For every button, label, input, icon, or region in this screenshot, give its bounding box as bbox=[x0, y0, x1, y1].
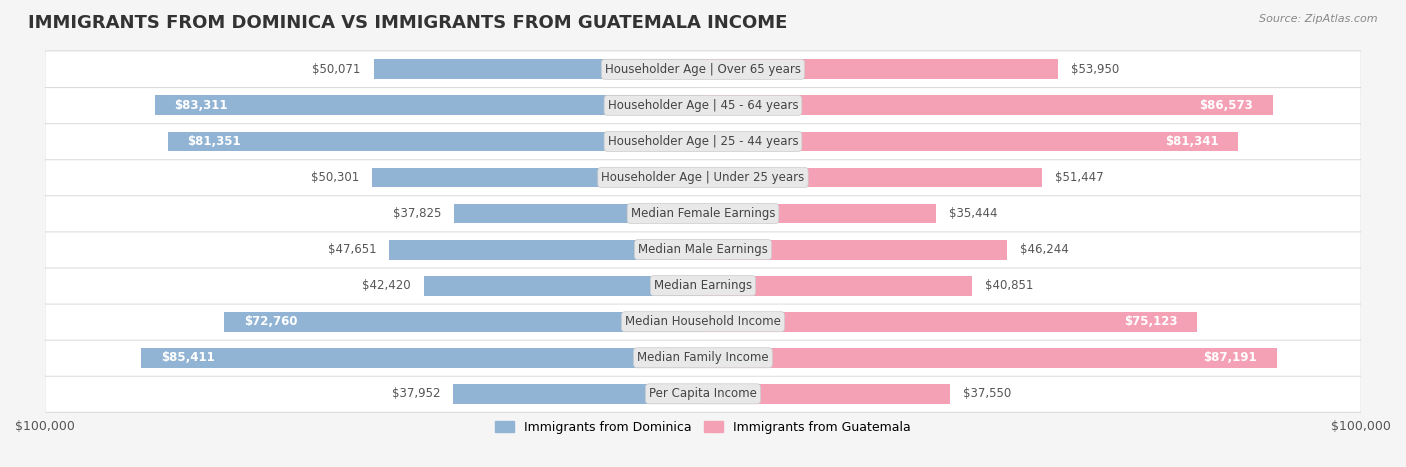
Bar bbox=[703, 59, 1059, 79]
Text: Householder Age | 45 - 64 years: Householder Age | 45 - 64 years bbox=[607, 99, 799, 112]
Text: $81,341: $81,341 bbox=[1166, 135, 1219, 148]
Bar bbox=[703, 312, 1198, 332]
Text: $42,420: $42,420 bbox=[363, 279, 411, 292]
Text: Median Male Earnings: Median Male Earnings bbox=[638, 243, 768, 256]
FancyBboxPatch shape bbox=[45, 375, 1361, 412]
Text: Median Household Income: Median Household Income bbox=[626, 315, 780, 328]
Text: $35,444: $35,444 bbox=[949, 207, 998, 220]
Text: Per Capita Income: Per Capita Income bbox=[650, 387, 756, 400]
Text: Median Female Earnings: Median Female Earnings bbox=[631, 207, 775, 220]
Text: Source: ZipAtlas.com: Source: ZipAtlas.com bbox=[1260, 14, 1378, 24]
FancyBboxPatch shape bbox=[45, 304, 1361, 340]
Text: $53,950: $53,950 bbox=[1071, 63, 1119, 76]
Bar bbox=[703, 204, 936, 224]
Bar bbox=[141, 348, 703, 368]
Text: $51,447: $51,447 bbox=[1054, 171, 1104, 184]
Bar bbox=[423, 276, 703, 296]
Text: Householder Age | Over 65 years: Householder Age | Over 65 years bbox=[605, 63, 801, 76]
FancyBboxPatch shape bbox=[45, 340, 1361, 376]
Text: $83,311: $83,311 bbox=[174, 99, 228, 112]
FancyBboxPatch shape bbox=[45, 267, 1361, 304]
Text: $46,244: $46,244 bbox=[1021, 243, 1069, 256]
Text: Householder Age | 25 - 44 years: Householder Age | 25 - 44 years bbox=[607, 135, 799, 148]
Bar bbox=[703, 384, 950, 404]
FancyBboxPatch shape bbox=[45, 51, 1361, 88]
Text: $50,071: $50,071 bbox=[312, 63, 360, 76]
Text: $81,351: $81,351 bbox=[187, 135, 240, 148]
Text: Median Earnings: Median Earnings bbox=[654, 279, 752, 292]
Bar bbox=[224, 312, 703, 332]
Bar bbox=[703, 95, 1272, 115]
Bar bbox=[374, 59, 703, 79]
Text: Householder Age | Under 25 years: Householder Age | Under 25 years bbox=[602, 171, 804, 184]
Bar bbox=[703, 348, 1277, 368]
Bar bbox=[703, 168, 1042, 187]
Text: IMMIGRANTS FROM DOMINICA VS IMMIGRANTS FROM GUATEMALA INCOME: IMMIGRANTS FROM DOMINICA VS IMMIGRANTS F… bbox=[28, 14, 787, 32]
Text: $50,301: $50,301 bbox=[311, 171, 359, 184]
Text: $37,550: $37,550 bbox=[963, 387, 1011, 400]
FancyBboxPatch shape bbox=[45, 195, 1361, 232]
Legend: Immigrants from Dominica, Immigrants from Guatemala: Immigrants from Dominica, Immigrants fro… bbox=[491, 416, 915, 439]
Text: Median Family Income: Median Family Income bbox=[637, 351, 769, 364]
Text: $37,825: $37,825 bbox=[392, 207, 441, 220]
Text: $40,851: $40,851 bbox=[986, 279, 1033, 292]
Text: $72,760: $72,760 bbox=[243, 315, 298, 328]
Text: $47,651: $47,651 bbox=[328, 243, 377, 256]
Bar bbox=[454, 204, 703, 224]
Bar bbox=[389, 240, 703, 260]
FancyBboxPatch shape bbox=[45, 231, 1361, 268]
Bar bbox=[703, 276, 972, 296]
Bar bbox=[703, 240, 1007, 260]
Text: $86,573: $86,573 bbox=[1199, 99, 1253, 112]
Bar bbox=[373, 168, 703, 187]
Bar bbox=[703, 132, 1239, 151]
FancyBboxPatch shape bbox=[45, 159, 1361, 196]
Text: $87,191: $87,191 bbox=[1204, 351, 1257, 364]
Text: $75,123: $75,123 bbox=[1125, 315, 1178, 328]
FancyBboxPatch shape bbox=[45, 87, 1361, 124]
Bar bbox=[155, 95, 703, 115]
FancyBboxPatch shape bbox=[45, 123, 1361, 160]
Bar bbox=[167, 132, 703, 151]
Text: $37,952: $37,952 bbox=[392, 387, 440, 400]
Text: $85,411: $85,411 bbox=[160, 351, 215, 364]
Bar bbox=[453, 384, 703, 404]
